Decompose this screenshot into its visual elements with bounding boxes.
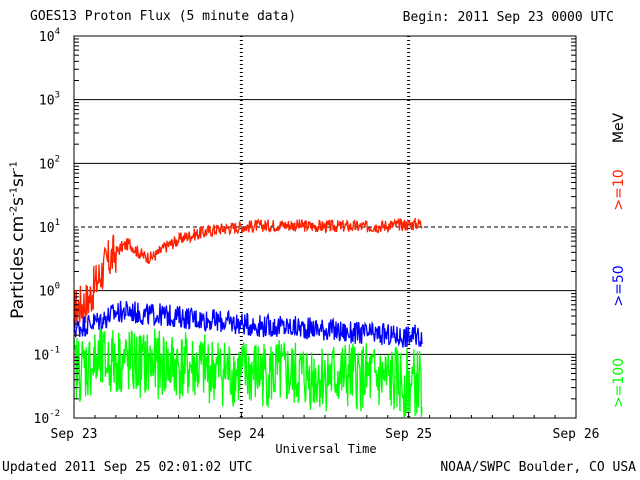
x-tick-label: Sep 26: [553, 427, 600, 442]
series-lines: [73, 217, 423, 418]
energy-unit-label: MeV: [611, 112, 627, 144]
legend-ge10-label: >=10: [611, 169, 627, 211]
axes: 10-2 10-1 100 101 102 103 104 Sep 23 Sep 24 Sep 2…: [34, 27, 600, 442]
credit-label: NOAA/SWPC Boulder, CO USA: [440, 460, 636, 475]
legend-ge100-label: >=100: [611, 357, 627, 409]
y-tick-label: 10-2: [34, 409, 61, 427]
x-tick-label: Sep 23: [51, 427, 98, 442]
y-tick-label: 101: [39, 218, 60, 236]
y-tick-label: 10-1: [34, 345, 61, 363]
x-tick-label: Sep 24: [218, 427, 265, 442]
chart-title: GOES13 Proton Flux (5 minute data): [30, 9, 297, 24]
y-tick-label: 100: [39, 282, 60, 300]
begin-time-label: Begin: 2011 Sep 23 0000 UTC: [402, 10, 614, 25]
x-tick-label: Sep 25: [385, 427, 432, 442]
series-line-ge50: [73, 300, 423, 348]
y-tick-label: 103: [39, 91, 60, 109]
x-axis-label: Universal Time: [275, 442, 377, 456]
series-line-ge100: [73, 328, 423, 418]
series-line-ge10: [73, 217, 423, 329]
y-tick-label: 102: [39, 154, 60, 172]
y-tick-label: 104: [39, 27, 60, 45]
updated-timestamp: Updated 2011 Sep 25 02:01:02 UTC: [2, 460, 253, 475]
legend-ge50-label: >=50: [611, 265, 627, 307]
